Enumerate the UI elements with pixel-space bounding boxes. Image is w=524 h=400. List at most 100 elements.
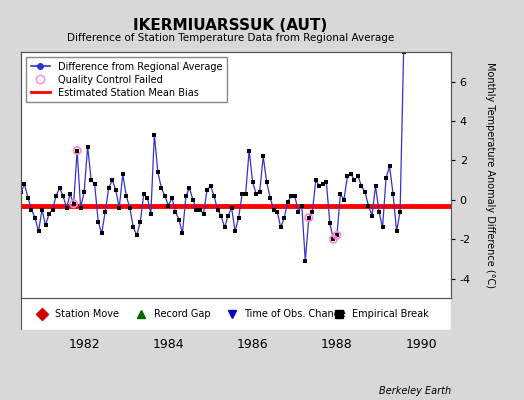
Point bbox=[329, 236, 337, 242]
Point bbox=[347, 171, 355, 178]
Point bbox=[217, 212, 225, 219]
Point bbox=[340, 197, 348, 203]
Point bbox=[298, 202, 306, 209]
Point bbox=[273, 208, 281, 215]
Point bbox=[136, 218, 145, 225]
Text: 1986: 1986 bbox=[237, 338, 268, 351]
Point bbox=[399, 49, 408, 55]
Point bbox=[182, 193, 190, 199]
Point bbox=[83, 144, 92, 150]
Point bbox=[73, 147, 81, 154]
Text: Time of Obs. Change: Time of Obs. Change bbox=[244, 310, 346, 320]
Point bbox=[41, 222, 50, 229]
Point bbox=[252, 191, 260, 197]
Point bbox=[277, 224, 285, 231]
Text: 1988: 1988 bbox=[321, 338, 353, 351]
Point bbox=[248, 179, 257, 185]
FancyBboxPatch shape bbox=[21, 298, 451, 330]
Point bbox=[80, 189, 89, 195]
Point bbox=[326, 220, 334, 227]
Point bbox=[73, 147, 81, 154]
Point bbox=[94, 218, 102, 225]
Point bbox=[283, 199, 292, 205]
Point bbox=[62, 204, 71, 211]
Point bbox=[48, 206, 57, 213]
Point bbox=[333, 232, 341, 238]
Point bbox=[24, 195, 32, 201]
Point bbox=[343, 173, 352, 179]
Point bbox=[304, 214, 313, 221]
Y-axis label: Monthly Temperature Anomaly Difference (°C): Monthly Temperature Anomaly Difference (… bbox=[485, 62, 495, 288]
Point bbox=[372, 183, 380, 189]
Point bbox=[3, 183, 11, 189]
Legend: Difference from Regional Average, Quality Control Failed, Estimated Station Mean: Difference from Regional Average, Qualit… bbox=[26, 57, 227, 102]
Point bbox=[185, 185, 194, 191]
Point bbox=[315, 183, 323, 189]
Point bbox=[104, 185, 113, 191]
Point bbox=[27, 206, 36, 213]
Point bbox=[56, 185, 64, 191]
Point bbox=[52, 193, 60, 199]
Point bbox=[45, 210, 53, 217]
Point bbox=[126, 204, 134, 211]
Point bbox=[189, 197, 197, 203]
Point bbox=[192, 206, 201, 213]
Point bbox=[280, 214, 288, 221]
Point bbox=[238, 191, 246, 197]
Point bbox=[97, 230, 106, 236]
Point bbox=[385, 163, 394, 170]
Point bbox=[108, 177, 116, 183]
Point bbox=[231, 228, 239, 234]
Point bbox=[392, 228, 401, 234]
Point bbox=[87, 177, 95, 183]
Point bbox=[266, 195, 275, 201]
Point bbox=[118, 171, 127, 178]
Point bbox=[389, 191, 397, 197]
Point bbox=[221, 224, 229, 231]
Point bbox=[168, 195, 176, 201]
Text: Difference of Station Temperature Data from Regional Average: Difference of Station Temperature Data f… bbox=[67, 33, 394, 43]
Point bbox=[59, 193, 67, 199]
Point bbox=[66, 191, 74, 197]
Point bbox=[322, 179, 331, 185]
Point bbox=[319, 181, 327, 187]
Point bbox=[269, 206, 278, 213]
Point bbox=[368, 212, 376, 219]
Point bbox=[329, 236, 337, 242]
Point bbox=[206, 183, 215, 189]
Point bbox=[199, 210, 208, 217]
Point bbox=[312, 177, 320, 183]
Point bbox=[13, 200, 21, 207]
Point bbox=[242, 191, 250, 197]
Point bbox=[210, 193, 218, 199]
Point bbox=[364, 202, 373, 209]
Point bbox=[139, 191, 148, 197]
Point bbox=[256, 189, 264, 195]
Point bbox=[333, 232, 341, 238]
Point bbox=[213, 206, 222, 213]
Point bbox=[174, 216, 183, 223]
Point bbox=[227, 204, 236, 211]
Point bbox=[38, 206, 46, 213]
Point bbox=[164, 202, 172, 209]
Text: 1982: 1982 bbox=[68, 338, 100, 351]
Point bbox=[301, 258, 310, 264]
Point bbox=[354, 173, 362, 179]
Text: IKERMIUARSSUK (AUT): IKERMIUARSSUK (AUT) bbox=[134, 18, 328, 33]
Point bbox=[69, 200, 78, 207]
Point bbox=[157, 185, 166, 191]
Point bbox=[336, 191, 345, 197]
Point bbox=[361, 189, 369, 195]
Point bbox=[34, 228, 42, 234]
Text: Empirical Break: Empirical Break bbox=[352, 310, 429, 320]
Point bbox=[304, 214, 313, 221]
Point bbox=[6, 175, 15, 181]
Point bbox=[20, 181, 29, 187]
Text: Record Gap: Record Gap bbox=[154, 310, 211, 320]
Point bbox=[101, 208, 110, 215]
Point bbox=[0, 200, 8, 207]
Point bbox=[259, 153, 267, 160]
Point bbox=[112, 187, 120, 193]
Point bbox=[382, 175, 390, 181]
Point bbox=[196, 206, 204, 213]
